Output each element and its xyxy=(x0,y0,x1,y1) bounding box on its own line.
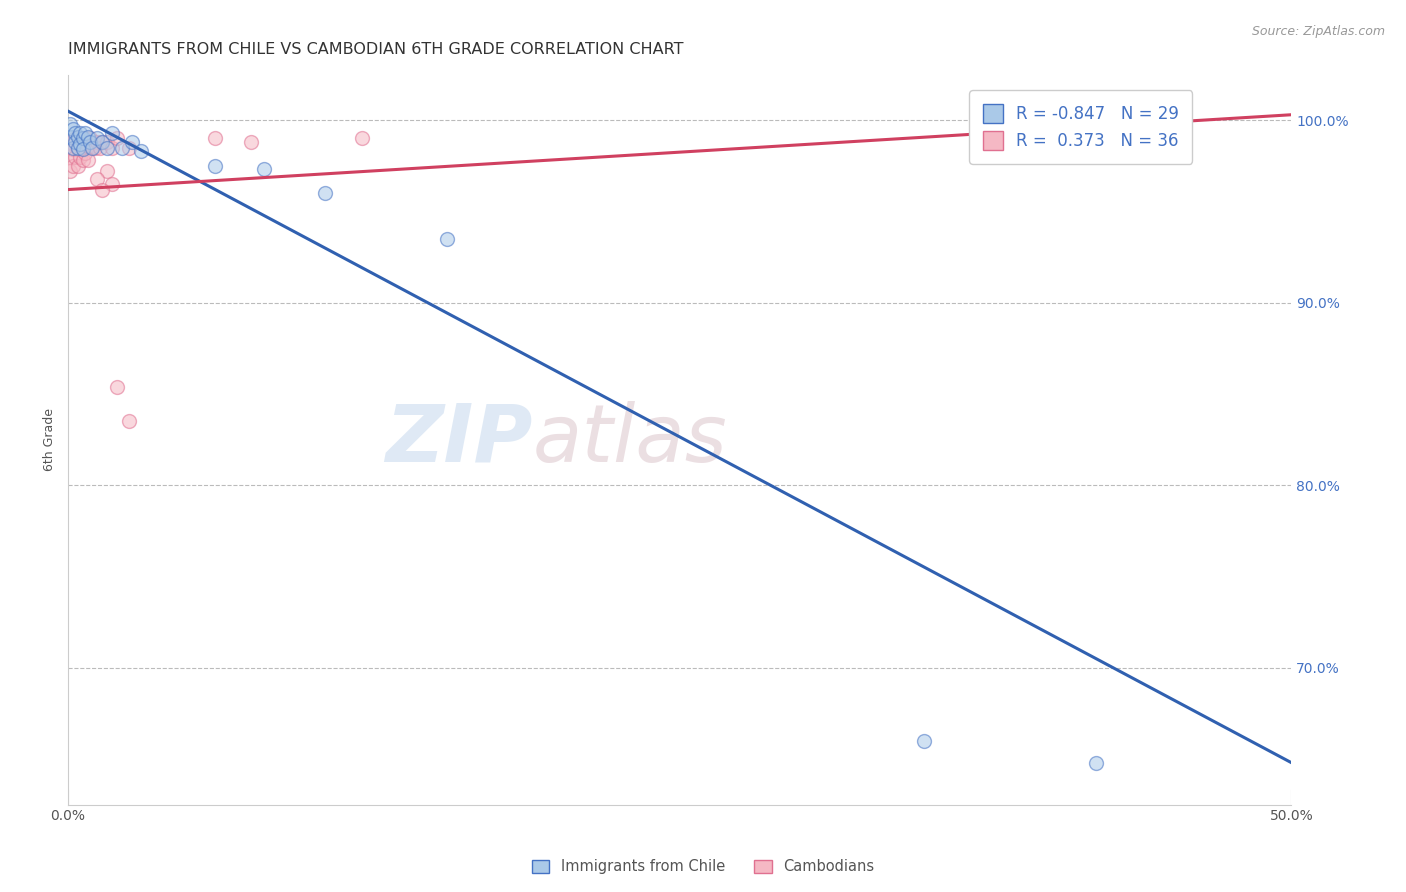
Point xyxy=(65,126,87,140)
Legend: Immigrants from Chile, Cambodians: Immigrants from Chile, Cambodians xyxy=(526,854,880,880)
Point xyxy=(96,164,118,178)
Point xyxy=(91,135,114,149)
Point xyxy=(73,126,96,140)
Text: atlas: atlas xyxy=(533,401,727,479)
Point xyxy=(86,171,108,186)
Text: ZIP: ZIP xyxy=(385,401,533,479)
Point xyxy=(62,143,84,157)
Point xyxy=(105,379,128,393)
Point xyxy=(65,150,87,164)
Point xyxy=(72,140,94,154)
Point xyxy=(69,136,91,151)
Point xyxy=(118,414,141,428)
Point xyxy=(66,159,89,173)
Point xyxy=(76,138,98,153)
Point xyxy=(76,153,98,168)
Point xyxy=(59,164,82,178)
Point xyxy=(121,135,143,149)
Text: Source: ZipAtlas.com: Source: ZipAtlas.com xyxy=(1251,25,1385,38)
Point xyxy=(86,135,108,149)
Point xyxy=(89,140,111,154)
Point xyxy=(91,135,114,149)
Point xyxy=(436,232,458,246)
Point xyxy=(76,129,98,144)
Point xyxy=(82,138,104,153)
Point xyxy=(350,131,373,145)
Point xyxy=(59,117,82,131)
Legend: R = -0.847   N = 29, R =  0.373   N = 36: R = -0.847 N = 29, R = 0.373 N = 36 xyxy=(969,90,1192,164)
Point xyxy=(79,131,101,145)
Point xyxy=(240,135,263,149)
Point xyxy=(62,159,84,173)
Point xyxy=(131,145,153,159)
Point xyxy=(314,186,336,201)
Point xyxy=(105,131,128,145)
Point xyxy=(83,140,105,154)
Point xyxy=(118,140,141,154)
Point xyxy=(111,140,134,154)
Point xyxy=(82,140,104,154)
Text: IMMIGRANTS FROM CHILE VS CAMBODIAN 6TH GRADE CORRELATION CHART: IMMIGRANTS FROM CHILE VS CAMBODIAN 6TH G… xyxy=(67,42,683,57)
Point xyxy=(79,135,101,149)
Point xyxy=(96,135,118,149)
Point xyxy=(69,131,91,145)
Point xyxy=(65,135,87,149)
Point xyxy=(101,177,124,191)
Point xyxy=(62,122,84,136)
Point xyxy=(66,140,89,154)
Point xyxy=(62,140,84,154)
Point xyxy=(91,183,114,197)
Point xyxy=(204,159,226,173)
Point xyxy=(72,131,94,145)
Point xyxy=(1084,756,1107,770)
Point xyxy=(73,146,96,161)
Point xyxy=(253,162,276,177)
Point xyxy=(69,126,91,140)
Point xyxy=(86,131,108,145)
Point xyxy=(65,131,87,145)
Point xyxy=(66,143,89,157)
Point xyxy=(59,150,82,164)
Point xyxy=(72,143,94,157)
Point xyxy=(59,135,82,149)
Point xyxy=(73,131,96,145)
Point xyxy=(204,131,226,145)
Point xyxy=(912,733,935,747)
Point xyxy=(59,129,82,144)
Point xyxy=(96,140,118,154)
Point xyxy=(69,150,91,164)
Y-axis label: 6th Grade: 6th Grade xyxy=(44,409,56,471)
Point xyxy=(72,153,94,168)
Point xyxy=(101,126,124,140)
Point xyxy=(66,129,89,144)
Point xyxy=(101,140,124,154)
